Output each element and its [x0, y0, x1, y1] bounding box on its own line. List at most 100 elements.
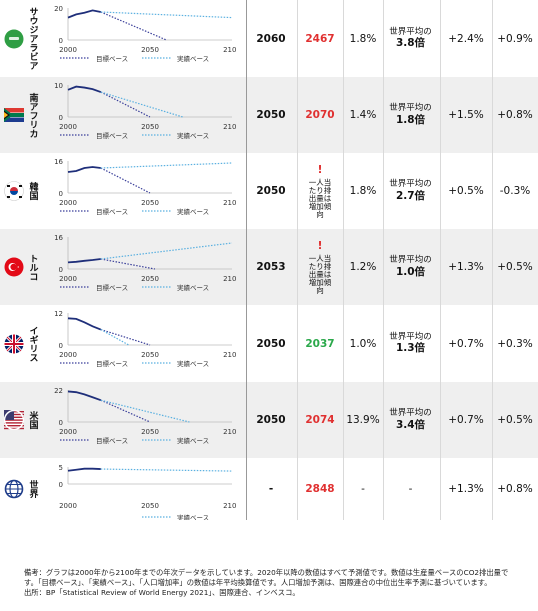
y-tick-label: 0: [59, 114, 63, 122]
legend-target-label: 目標ベース: [96, 283, 128, 292]
ratio-prefix: 世界平均の: [389, 331, 432, 342]
series-line: [100, 329, 129, 346]
x-tick-label: 2100: [223, 46, 236, 54]
country-row: 世界 0 5 2000 2050 2100 実績ベース - 2848 - - +1.3% +0.8%: [0, 458, 538, 520]
emission-share: 1.8%: [349, 32, 377, 45]
world-average-ratio: 世界平均の 2.7倍: [383, 153, 438, 229]
series-line: [100, 399, 190, 423]
country-name: 米国: [27, 411, 38, 429]
legend-actual-label: 実績ベース: [177, 436, 209, 445]
country-name: トルコ: [27, 253, 38, 281]
series-line: [67, 467, 101, 472]
series-line: [100, 167, 151, 194]
x-tick-label: 2100: [223, 502, 236, 510]
growth-rate-1: +2.4%: [448, 32, 484, 45]
x-tick-label: 2000: [59, 275, 77, 283]
projected-zero-year: 2037: [305, 337, 335, 350]
series-line: [100, 162, 233, 169]
mini-line-chart: 0 5 2000 2050 2100 実績ベース: [59, 464, 236, 520]
country-name-cell: 南アフリカ: [26, 77, 40, 153]
growth-rate-1: +1.5%: [448, 109, 484, 121]
ratio-value: 1.3倍: [395, 342, 426, 355]
x-tick-label: 2050: [141, 46, 159, 54]
x-tick-label: 2100: [223, 351, 236, 359]
column-divider: [440, 0, 441, 520]
column-divider: [383, 0, 384, 520]
legend-target-label: 目標ベース: [96, 436, 128, 445]
footnote-line-1: 備考：グラフは2000年から2100年までの年次データを示しています。2020年…: [24, 568, 509, 577]
mini-line-chart: 0 12 2000 2050 2100 目標ベース 実績ベース: [54, 310, 236, 368]
series-line: [100, 11, 167, 41]
y-tick-label: 16: [54, 158, 63, 166]
column-divider: [297, 0, 298, 520]
x-tick-label: 2100: [223, 199, 236, 207]
legend-target-label: 目標ベース: [96, 359, 128, 368]
y-tick-label: 0: [59, 37, 63, 45]
series-line: [67, 258, 101, 264]
ratio-value: 3.8倍: [395, 37, 426, 50]
column-divider: [343, 0, 344, 520]
southafrica-flag-icon: [4, 108, 24, 122]
legend-actual-label: 実績ベース: [177, 54, 209, 63]
korea-flag-icon: [4, 181, 24, 201]
projected-zero-year: ! 一人当たり排出量は増加傾向: [297, 153, 343, 229]
world-average-ratio: -: [383, 458, 438, 520]
projected-zero-year: 2848: [305, 483, 335, 495]
country-name-cell: サウジアラビア: [26, 0, 40, 77]
legend-actual-label: 実績ベース: [177, 131, 209, 140]
footnote: 備考：グラフは2000年から2100年までの年次データを示しています。2020年…: [24, 568, 532, 598]
turkey-flag-icon: [4, 257, 24, 277]
warning-text: 一人当たり排出量は増加傾向: [308, 254, 332, 295]
x-tick-label: 2050: [141, 502, 159, 510]
x-tick-label: 2050: [141, 351, 159, 359]
y-tick-label: 22: [54, 387, 63, 395]
world-average-ratio: 世界平均の 3.4倍: [383, 382, 438, 458]
warning-text: 一人当たり排出量は増加傾向: [308, 178, 332, 219]
emission-share: -: [361, 483, 365, 495]
legend-actual-label: 実績ベース: [177, 283, 209, 292]
country-name-cell: トルコ: [26, 229, 40, 305]
growth-rate-2: +0.9%: [497, 32, 533, 45]
ratio-prefix: 世界平均の: [389, 26, 432, 37]
emission-share: 1.4%: [349, 109, 377, 121]
country-row: 米国 0 22 2000 2050 2100 目標ベース 実績ベース 2050 2074 13.9%…: [0, 382, 538, 458]
country-row: サウジアラビア 0 20 2000 2050 2100 目標ベース 実績ベース 2060 2467…: [0, 0, 538, 77]
footnote-line-3: 出所：BP「Statistical Review of World Energy…: [24, 587, 300, 597]
world-average-ratio: 世界平均の 1.0倍: [383, 229, 438, 305]
ratio-value: 3.4倍: [395, 418, 426, 431]
x-tick-label: 2000: [59, 428, 77, 436]
x-tick-label: 2050: [141, 275, 159, 283]
series-line: [100, 91, 151, 118]
column-divider: [246, 0, 247, 520]
mini-line-chart: 0 10 2000 2050 2100 目標ベース 実績ベース: [54, 82, 236, 140]
warning-icon: !: [317, 162, 323, 176]
y-tick-label: 20: [54, 5, 63, 13]
mini-line-chart: 0 20 2000 2050 2100 目標ベース 実績ベース: [54, 5, 236, 63]
country-name-cell: 韓国: [26, 153, 40, 229]
x-tick-label: 2000: [59, 502, 77, 510]
emissions-table: サウジアラビア020200020502100目標ベース実績ベース20602467…: [0, 0, 538, 520]
growth-rate-2: +0.5%: [497, 261, 533, 273]
emission-share: 13.9%: [346, 414, 380, 426]
y-tick-label: 16: [54, 234, 63, 242]
country-name: イギリス: [27, 325, 38, 362]
target-year: 2050: [256, 337, 286, 350]
growth-rate-1: +1.3%: [448, 261, 484, 273]
projected-zero-year: 2074: [305, 414, 335, 426]
ratio-value: 1.8倍: [395, 113, 426, 126]
ratio-value: 1.0倍: [395, 265, 426, 278]
mini-line-chart: 0 16 2000 2050 2100 目標ベース 実績ベース: [54, 158, 236, 216]
growth-rate-1: +0.5%: [448, 185, 484, 197]
world-average-ratio: 世界平均の 1.8倍: [383, 77, 438, 153]
mini-line-chart: 0 16 2000 2050 2100 目標ベース 実績ベース: [54, 234, 236, 292]
series-line: [67, 390, 102, 402]
series-line: [100, 11, 233, 19]
y-tick-label: 5: [59, 464, 63, 472]
growth-rate-2: +0.8%: [497, 483, 533, 495]
series-line: [67, 317, 102, 331]
x-tick-label: 2050: [141, 428, 159, 436]
y-tick-label: 12: [54, 310, 63, 318]
x-tick-label: 2000: [59, 199, 77, 207]
growth-rate-2: +0.3%: [497, 337, 533, 350]
x-tick-label: 2000: [59, 351, 77, 359]
